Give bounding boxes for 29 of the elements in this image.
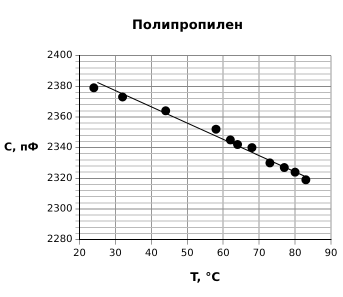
point [265,158,274,168]
x-tick-label: 50 [180,248,194,260]
x-tick-label: 20 [73,248,86,260]
y-tick-label: 2360 [46,112,72,123]
x-tick-label: 90 [324,248,338,260]
y-tick-label: 2320 [46,172,72,184]
y-axis-title: C, пФ [4,140,39,154]
point [212,124,221,134]
x-tick-label: 30 [109,248,122,260]
point [226,135,235,144]
point [290,168,300,177]
y-tick-label: 2380 [46,80,72,92]
point [280,163,289,172]
y-tick-label: 2280 [46,234,72,246]
point [118,92,128,102]
x-tick-label: 70 [252,248,266,260]
chart-title: Полипропилен [132,18,244,34]
point [247,143,256,152]
y-tick-label: 2400 [46,50,72,62]
point [89,83,98,92]
point [161,106,170,116]
x-axis-title: T, °C [190,270,220,284]
point [233,140,242,150]
y-tick-label: 2300 [46,204,72,215]
point [301,175,310,184]
x-tick-label: 40 [144,248,158,260]
x-tick-label: 60 [216,248,230,260]
x-tick-label: 80 [288,248,302,260]
y-tick-label: 2340 [46,142,72,154]
